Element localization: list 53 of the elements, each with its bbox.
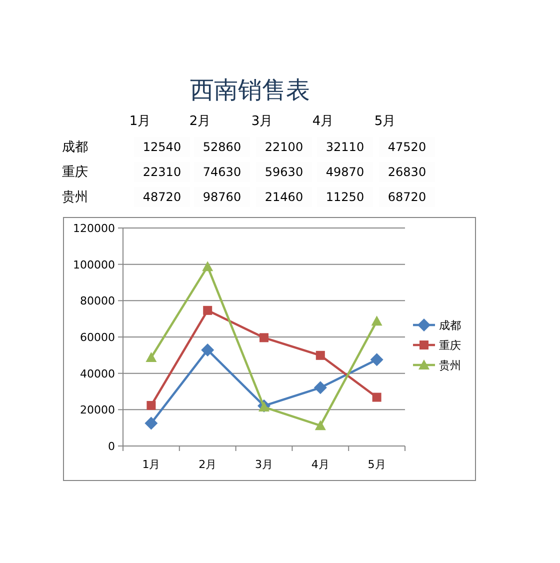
data-label: 11250 <box>326 190 364 204</box>
x-tick-label: 1月 <box>129 114 151 129</box>
x-tick-label: 5月 <box>368 458 386 471</box>
data-label: 49870 <box>326 165 364 179</box>
point <box>372 392 382 402</box>
data-label: 68720 <box>388 190 426 204</box>
data-label: 48720 <box>142 190 182 204</box>
y-tick-label: 40000 <box>80 367 115 380</box>
data-label: 52860 <box>202 140 242 154</box>
data-label: 47520 <box>388 140 426 154</box>
legend-label: 成都 <box>439 319 461 332</box>
x-tick-label: 5月 <box>374 114 396 129</box>
y-tick-label: 20000 <box>80 404 115 417</box>
data-label: 22310 <box>142 165 182 179</box>
point <box>314 420 326 430</box>
point <box>370 353 384 366</box>
legend-label: 贵州 <box>439 359 461 372</box>
data-label: 59630 <box>264 165 304 179</box>
point <box>258 402 270 412</box>
x-tick-label: 4月 <box>312 114 334 129</box>
legend-label: 重庆 <box>439 339 461 352</box>
point <box>201 343 214 356</box>
x-tick-label: 1月 <box>142 458 160 471</box>
y-tick-label: 60000 <box>80 331 115 344</box>
point <box>146 352 157 362</box>
data-label: 26830 <box>388 165 426 179</box>
point <box>260 333 268 342</box>
data-label: 22100 <box>264 140 304 154</box>
data-label: 74630 <box>202 165 242 179</box>
y-tick-label: 成都 <box>62 140 88 155</box>
point <box>371 316 382 326</box>
point <box>202 261 214 272</box>
x-tick-label: 3月 <box>255 458 273 471</box>
point <box>144 416 158 430</box>
y-tick-label: 贵州 <box>62 190 88 205</box>
data-label: 98760 <box>202 190 242 204</box>
y-tick-label: 100000 <box>73 258 115 272</box>
y-tick-label: 120000 <box>73 222 115 235</box>
x-tick-label: 2月 <box>198 458 217 471</box>
y-tick-label: 重庆 <box>62 165 88 180</box>
data-label: 32110 <box>326 140 364 154</box>
y-tick-label: 80000 <box>80 294 115 308</box>
data-label: 21460 <box>264 190 304 204</box>
point <box>314 381 327 394</box>
x-tick-label: 2月 <box>189 114 211 129</box>
x-tick-label: 4月 <box>311 458 330 471</box>
data-label: 12540 <box>142 140 182 154</box>
x-tick-label: 3月 <box>251 114 273 129</box>
point <box>316 350 325 360</box>
point <box>203 306 212 315</box>
y-tick-label: 0 <box>108 440 115 453</box>
chart-title: 西南销售表 <box>190 76 310 104</box>
point <box>146 400 156 410</box>
